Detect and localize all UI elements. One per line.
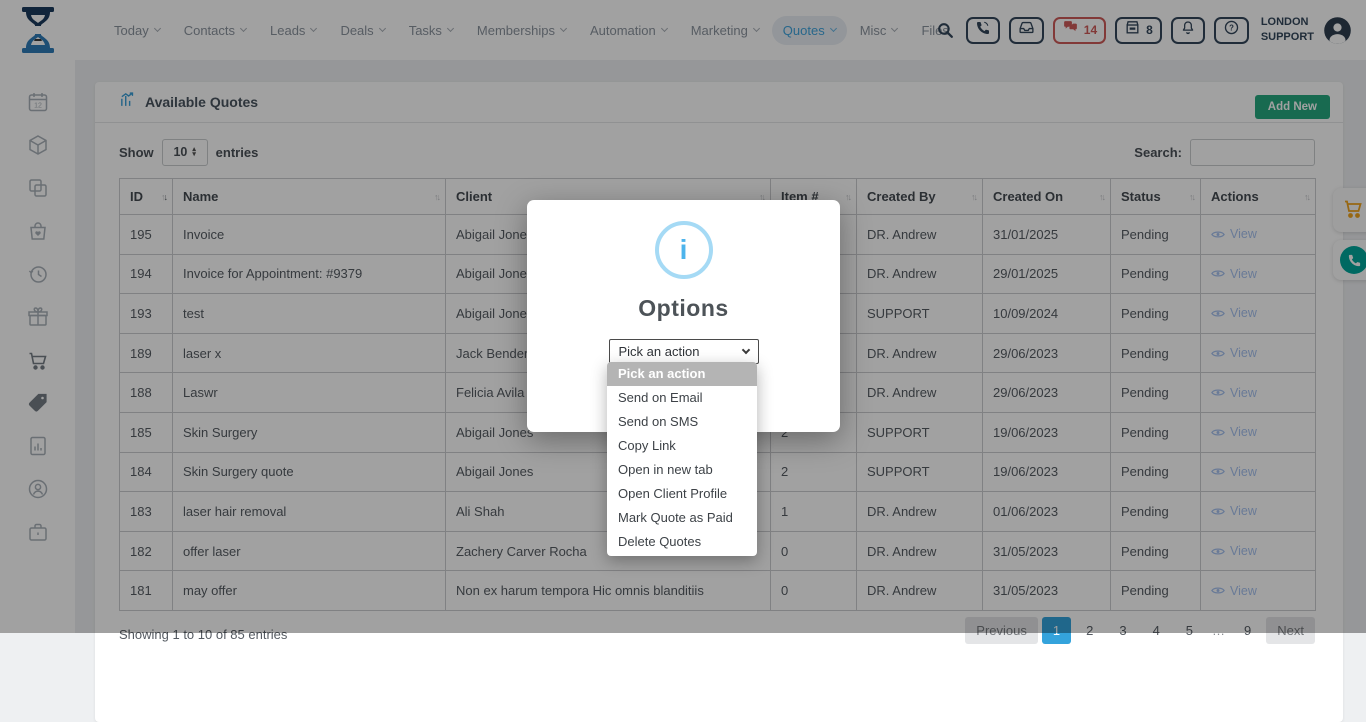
- dropdown-option[interactable]: Pick an action: [607, 362, 757, 386]
- action-dropdown-list: Pick an action Send on Email Send on SMS…: [607, 362, 757, 556]
- dropdown-option[interactable]: Send on SMS: [607, 410, 757, 434]
- dropdown-option[interactable]: Mark Quote as Paid: [607, 506, 757, 530]
- dropdown-option[interactable]: Open in new tab: [607, 458, 757, 482]
- dropdown-option[interactable]: Copy Link: [607, 434, 757, 458]
- action-select-value: Pick an action: [619, 344, 700, 359]
- info-icon: i: [655, 221, 713, 279]
- dropdown-option[interactable]: Send on Email: [607, 386, 757, 410]
- dropdown-option[interactable]: Open Client Profile: [607, 482, 757, 506]
- chevron-down-icon: [741, 345, 749, 353]
- dropdown-option[interactable]: Delete Quotes: [607, 530, 757, 554]
- action-select[interactable]: Pick an action: [609, 339, 759, 364]
- modal-title: Options: [638, 295, 728, 322]
